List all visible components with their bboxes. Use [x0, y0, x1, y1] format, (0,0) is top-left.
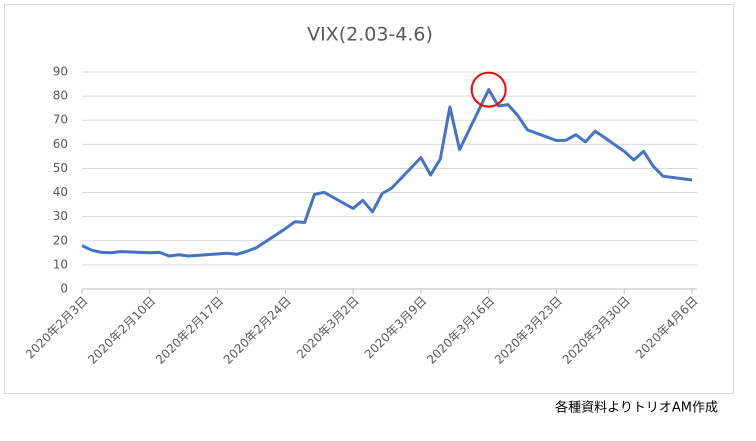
- y-tick-label: 60: [53, 137, 68, 151]
- peak-highlight: [470, 71, 507, 108]
- y-tick-label: 0: [60, 282, 68, 296]
- y-tick-label: 80: [53, 89, 68, 103]
- y-tick-label: 50: [53, 161, 68, 175]
- y-tick-label: 90: [53, 65, 68, 79]
- line-series: [81, 88, 693, 258]
- y-tick-label: 70: [53, 113, 68, 127]
- source-note: 各種資料よりトリオAM作成: [555, 400, 718, 416]
- y-tick-label: 40: [53, 185, 68, 199]
- y-tick-label: 30: [53, 209, 68, 223]
- y-tick-label: 10: [53, 257, 68, 271]
- chart-title: VIX(2.03-4.6): [307, 24, 433, 46]
- y-tick-label: 20: [53, 233, 68, 247]
- chart-frame: [4, 4, 734, 394]
